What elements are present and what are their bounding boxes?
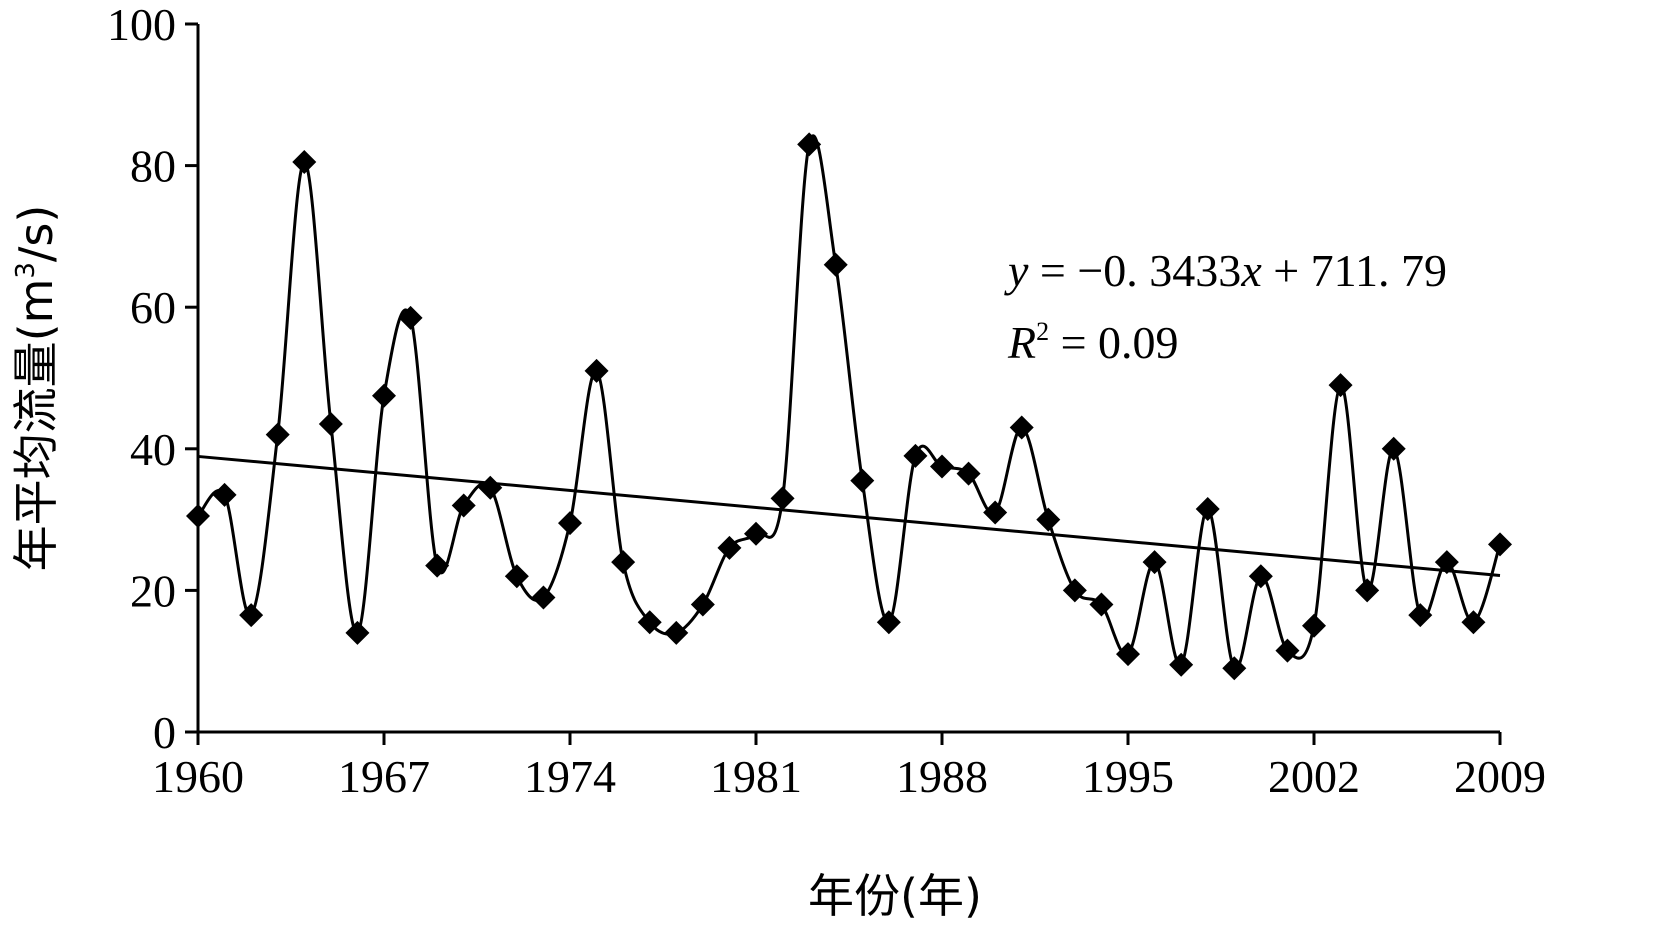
r2-value: = 0.09 (1049, 317, 1178, 368)
trendline-group (197, 454, 1501, 578)
data-point (1355, 578, 1380, 603)
data-point (451, 493, 476, 518)
data-point (1116, 642, 1140, 667)
data-point (717, 535, 742, 560)
x-tick-label: 2009 (1454, 751, 1546, 802)
data-point (876, 610, 901, 635)
x-tick-label: 1960 (152, 751, 244, 802)
data-point (478, 475, 503, 500)
data-point (823, 252, 848, 277)
data-point (744, 521, 768, 546)
r2-sup: 2 (1036, 317, 1049, 346)
data-point (239, 603, 264, 628)
x-tick-label: 1995 (1082, 751, 1174, 802)
data-point (584, 358, 609, 383)
y-axis-title: 年平均流量(m3/s) (9, 205, 63, 572)
x-ticks: 1960 1967 1974 1981 1988 1995 2002 2009 (152, 732, 1546, 802)
y-ticks: 0 20 40 60 80 100 (107, 0, 198, 758)
data-point (770, 486, 795, 511)
eq-tail: + 711. 79 (1262, 245, 1447, 296)
data-point (318, 412, 343, 437)
y-tick-label: 80 (130, 141, 176, 192)
markers-group (186, 132, 1512, 681)
data-point (372, 383, 396, 408)
data-point (930, 454, 954, 479)
series-group (196, 134, 1502, 671)
r2-label: R (1007, 317, 1036, 368)
x-axis-title: 年份(年) (808, 869, 982, 923)
data-point (398, 305, 423, 330)
data-point (1408, 603, 1433, 628)
axes (196, 24, 1500, 734)
data-point (797, 132, 822, 157)
eq-mid: = −0. 3433 (1028, 245, 1241, 296)
trend-line (197, 454, 1501, 578)
trend-equation: y = −0. 3433x + 711. 79 (1004, 245, 1447, 296)
x-tick-label: 1981 (710, 751, 802, 802)
data-point (345, 620, 370, 645)
y-axis-title-main: 年平均流量(m (9, 279, 63, 572)
x-tick-label: 1974 (524, 751, 616, 802)
data-point (1142, 550, 1167, 575)
x-tick-label: 1967 (338, 751, 430, 802)
y-tick-label: 60 (130, 282, 176, 333)
data-point (690, 592, 715, 617)
data-point (186, 504, 210, 529)
data-point (1328, 373, 1353, 398)
data-point (292, 150, 317, 175)
data-point (504, 564, 529, 589)
y-tick-label: 20 (130, 565, 176, 616)
trend-r2: R2 = 0.09 (1007, 317, 1179, 368)
data-point (1036, 507, 1061, 532)
data-point (1009, 415, 1034, 440)
x-tick-label: 2002 (1268, 751, 1360, 802)
series-line (196, 134, 1502, 671)
data-point (850, 468, 875, 493)
eq-x: x (1240, 245, 1262, 296)
y-tick-label: 40 (130, 424, 176, 475)
y-tick-label: 0 (153, 707, 176, 758)
data-point (956, 461, 981, 486)
data-point (212, 482, 237, 507)
data-point (903, 443, 928, 468)
y-tick-label: 100 (107, 0, 176, 50)
data-point (265, 422, 290, 447)
data-point (425, 553, 450, 578)
data-point (1434, 550, 1459, 575)
data-point (1302, 613, 1326, 638)
data-point (1062, 578, 1087, 603)
data-point (1169, 652, 1194, 677)
data-point (637, 610, 662, 635)
data-point (983, 500, 1008, 525)
data-point (664, 620, 689, 645)
data-point (1381, 436, 1406, 461)
data-point (1195, 496, 1220, 521)
y-axis-title-sup: 3 (11, 262, 41, 279)
data-point (1488, 532, 1512, 557)
data-point (611, 550, 636, 575)
data-point (1248, 564, 1273, 589)
data-point (1089, 592, 1114, 617)
data-point (1461, 610, 1486, 635)
data-point (558, 511, 582, 536)
data-point (1222, 656, 1247, 681)
data-point (531, 585, 556, 610)
data-point (1275, 638, 1300, 663)
y-axis-title-tail: /s) (9, 205, 63, 262)
x-tick-label: 1988 (896, 751, 988, 802)
eq-y: y (1004, 245, 1029, 296)
